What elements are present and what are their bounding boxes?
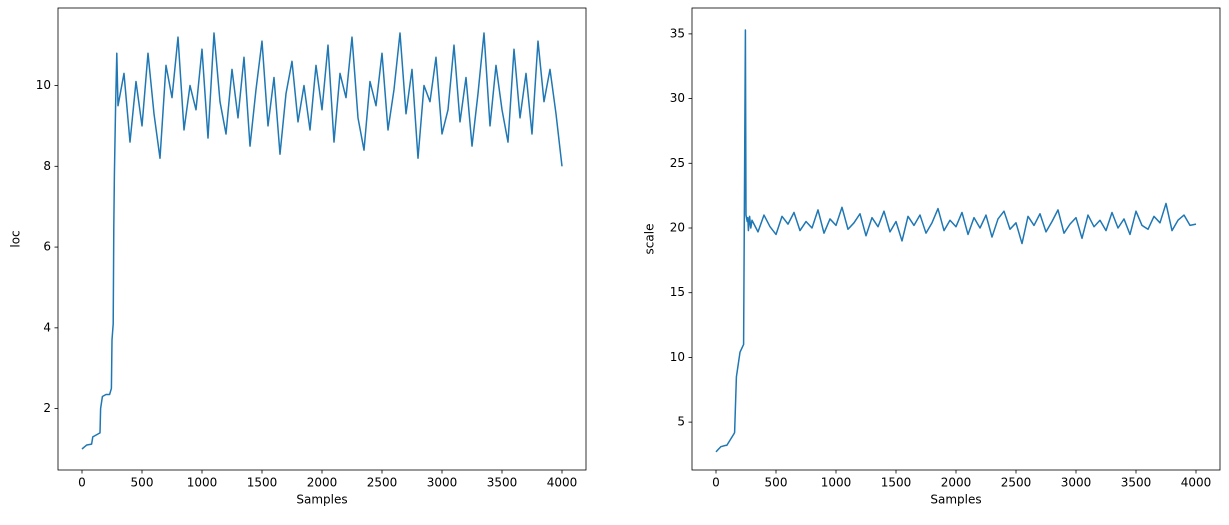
y-tick-label: 6: [43, 240, 51, 254]
x-tick-label: 3000: [1061, 476, 1092, 490]
y-tick-label: 5: [677, 415, 685, 429]
axes-frame: [57, 7, 587, 471]
x-tick-label: 2500: [1001, 476, 1032, 490]
y-axis-label: scale: [643, 224, 657, 255]
trace-line: [81, 32, 563, 450]
x-tick-label: 500: [131, 476, 154, 490]
x-tick-label: 3500: [1121, 476, 1152, 490]
x-tick-label: 1500: [247, 476, 278, 490]
y-tick-label: 25: [670, 156, 685, 170]
y-tick-label: 4: [43, 320, 51, 334]
x-axis-label: Samples: [930, 493, 981, 507]
x-tick-label: 3000: [427, 476, 458, 490]
x-tick-label: 1000: [187, 476, 218, 490]
x-tick-label: 3500: [487, 476, 518, 490]
x-tick-label: 2000: [941, 476, 972, 490]
y-axis-label: loc: [9, 230, 23, 247]
x-tick-label: 4000: [1181, 476, 1212, 490]
y-tick-label: 10: [36, 78, 51, 92]
x-tick-label: 500: [765, 476, 788, 490]
axes-frame: [691, 7, 1221, 471]
y-tick-label: 30: [670, 91, 685, 105]
y-tick-label: 35: [670, 26, 685, 40]
x-tick-label: 0: [712, 476, 720, 490]
trace-line: [715, 29, 1197, 453]
y-tick-label: 2: [43, 401, 51, 415]
x-tick-label: 2000: [307, 476, 338, 490]
y-tick-label: 10: [670, 350, 685, 364]
x-tick-label: 1500: [881, 476, 912, 490]
x-axis-label: Samples: [296, 493, 347, 507]
y-tick-label: 8: [43, 159, 51, 173]
y-tick-label: 15: [670, 285, 685, 299]
x-tick-label: 0: [78, 476, 86, 490]
x-tick-label: 1000: [821, 476, 852, 490]
x-tick-label: 4000: [547, 476, 578, 490]
y-tick-label: 20: [670, 221, 685, 235]
x-tick-label: 2500: [367, 476, 398, 490]
